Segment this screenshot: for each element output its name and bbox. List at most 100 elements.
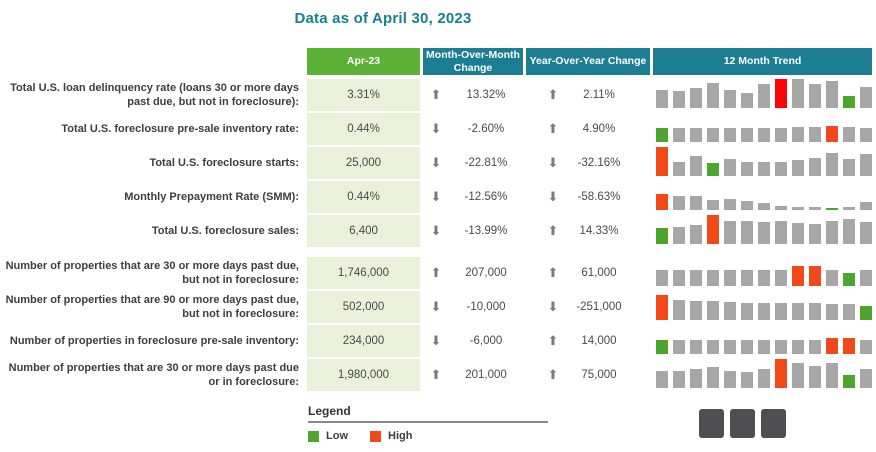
- row-label: Number of properties that are 30 or more…: [5, 259, 299, 286]
- apr-value-cell: 234,000: [307, 325, 420, 357]
- yoy-arrow-icon: ⬇: [547, 189, 559, 204]
- mom-change-value: 201,000: [465, 369, 507, 381]
- trend-bar: [673, 227, 685, 244]
- trend-bar: [826, 221, 838, 244]
- trend-bar: [860, 369, 872, 388]
- mom-change-value: -6,000: [469, 335, 503, 347]
- mom-change-cell: ⬇ -10,000: [423, 291, 523, 323]
- trend-sparkline: [653, 79, 876, 111]
- trend-bar: [690, 369, 702, 388]
- column-header-mom-change: Month-Over-Month Change: [423, 48, 523, 75]
- legend-high-label: High: [388, 430, 413, 442]
- table-row: Number of properties that are 30 or more…: [0, 359, 876, 391]
- trend-bar: [690, 270, 702, 286]
- trend-sparkline: [653, 325, 876, 357]
- trend-bar: [775, 221, 787, 244]
- yoy-change-cell: ⬆ 75,000: [526, 359, 650, 391]
- yoy-change-cell: ⬆ 14,000: [526, 325, 650, 357]
- trend-bar: [758, 128, 770, 142]
- table-row: Total U.S. foreclosure pre-sale inventor…: [0, 113, 876, 145]
- row-label: Monthly Prepayment Rate (SMM):: [124, 190, 299, 203]
- yoy-change-cell: ⬇ -32.16%: [526, 147, 650, 179]
- mom-change-cell: ⬇ -13.99%: [423, 215, 523, 247]
- trend-bar: [707, 128, 719, 142]
- row-label: Total U.S. loan delinquency rate (loans …: [10, 81, 299, 108]
- trend-bar: [656, 194, 668, 210]
- table-row: Total U.S. foreclosure sales: 6,400 ⬇ -1…: [0, 215, 876, 247]
- mom-change-cell: ⬇ -6,000: [423, 325, 523, 357]
- trend-bar: [860, 222, 872, 244]
- table-body: Total U.S. loan delinquency rate (loans …: [0, 79, 876, 393]
- trend-bar: [673, 270, 685, 286]
- trend-bar: [843, 219, 855, 244]
- trend-bar: [826, 153, 838, 176]
- trend-bar: [673, 196, 685, 210]
- trend-bar: [741, 128, 753, 142]
- trend-bar: [758, 84, 770, 108]
- legend-low-swatch: [308, 430, 319, 442]
- yoy-change-value: 14,000: [581, 335, 617, 347]
- trend-bar: [775, 359, 787, 388]
- mom-arrow-icon: ⬇: [430, 333, 442, 348]
- trend-bar: [775, 340, 787, 354]
- trend-bar: [843, 127, 855, 142]
- trend-bar: [724, 159, 736, 176]
- trend-bar: [673, 371, 685, 388]
- trend-bar: [758, 303, 770, 320]
- trend-sparkline: [653, 359, 876, 391]
- trend-sparkline: [653, 291, 876, 323]
- mom-change-value: -12.56%: [464, 191, 508, 203]
- table-row: Total U.S. foreclosure starts: 25,000 ⬇ …: [0, 147, 876, 179]
- yoy-change-value: 2.11%: [583, 89, 615, 101]
- table-row: Total U.S. loan delinquency rate (loans …: [0, 79, 876, 111]
- trend-bar: [758, 270, 770, 286]
- trend-bar: [724, 270, 736, 286]
- yoy-arrow-icon: ⬆: [547, 121, 559, 136]
- apr-value-cell: 1,746,000: [307, 257, 420, 289]
- table-header-row: Apr-23 Month-Over-Month Change Year-Over…: [0, 48, 872, 75]
- trend-bar: [656, 270, 668, 286]
- legend-title: Legend: [308, 404, 548, 423]
- trend-bar: [707, 83, 719, 108]
- yoy-change-cell: ⬆ 4.90%: [526, 113, 650, 145]
- trend-bar: [707, 200, 719, 210]
- table-row: Monthly Prepayment Rate (SMM): 0.44% ⬇ -…: [0, 181, 876, 213]
- trend-bar: [809, 266, 821, 286]
- trend-bar: [809, 303, 821, 320]
- mom-arrow-icon: ⬆: [430, 367, 442, 382]
- mom-change-value: 13.32%: [466, 89, 506, 101]
- yoy-change-cell: ⬆ 2.11%: [526, 79, 650, 111]
- trend-bar: [809, 158, 821, 176]
- trend-bar: [707, 163, 719, 176]
- trend-bar: [741, 201, 753, 210]
- trend-bar: [724, 340, 736, 354]
- mom-change-cell: ⬇ -12.56%: [423, 181, 523, 213]
- yoy-change-cell: ⬇ -251,000: [526, 291, 650, 323]
- footer-logo-blocks: [699, 409, 786, 438]
- mom-change-cell: ⬆ 207,000: [423, 257, 523, 289]
- mom-arrow-icon: ⬇: [430, 189, 442, 204]
- logo-block-icon: [730, 409, 755, 438]
- legend-low-label: Low: [326, 430, 348, 442]
- trend-sparkline: [653, 181, 876, 213]
- trend-bar: [656, 90, 668, 108]
- trend-bar: [758, 203, 770, 210]
- yoy-change-value: 4.90%: [582, 123, 616, 135]
- table-row: Number of properties in foreclosure pre-…: [0, 325, 876, 357]
- trend-bar: [656, 128, 668, 142]
- trend-bar: [690, 340, 702, 354]
- trend-bar: [707, 215, 719, 244]
- trend-bar: [809, 340, 821, 354]
- apr-value-cell: 502,000: [307, 291, 420, 323]
- mom-arrow-icon: ⬇: [430, 223, 442, 238]
- logo-block-icon: [699, 409, 724, 438]
- trend-bar: [690, 225, 702, 244]
- trend-bar: [792, 266, 804, 286]
- trend-bar: [673, 128, 685, 142]
- apr-value-cell: 25,000: [307, 147, 420, 179]
- trend-bar: [741, 162, 753, 176]
- yoy-arrow-icon: ⬇: [547, 155, 559, 170]
- apr-value-cell: 6,400: [307, 215, 420, 247]
- row-label: Number of properties that are 30 or more…: [8, 361, 299, 388]
- trend-bar: [724, 128, 736, 142]
